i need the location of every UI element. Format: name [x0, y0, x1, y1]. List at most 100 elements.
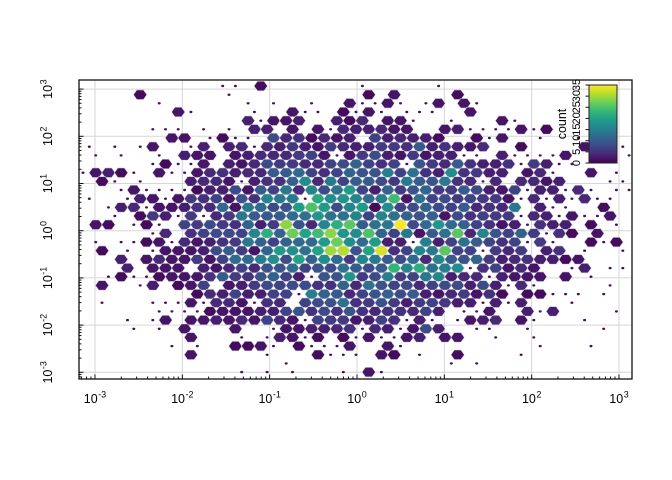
point-dot	[176, 128, 180, 131]
point-dot	[176, 214, 180, 218]
y-tick-label: 102	[39, 127, 56, 146]
point-dot	[481, 249, 485, 252]
point-dot	[532, 128, 536, 131]
point-dot	[202, 214, 206, 218]
point-dot	[316, 110, 320, 114]
point-dot	[424, 102, 428, 105]
hex-bin	[564, 228, 579, 239]
hex-bin	[253, 341, 268, 352]
hex-bin	[95, 245, 110, 256]
hex-bin	[145, 210, 160, 222]
point-dot	[608, 197, 612, 200]
hex-bin	[114, 271, 129, 282]
hex-bin	[533, 289, 548, 300]
point-dot	[151, 232, 155, 235]
hex-bin	[431, 306, 446, 317]
hex-bin	[533, 271, 548, 282]
point-dot	[157, 310, 161, 313]
point-dot	[106, 275, 110, 278]
point-dot	[538, 310, 542, 313]
point-dot	[621, 145, 625, 148]
hex-bin	[584, 167, 599, 178]
point-dot	[481, 301, 485, 304]
point-dot	[189, 162, 193, 166]
point-dot	[126, 197, 129, 200]
point-dot	[360, 327, 364, 330]
point-dot	[227, 93, 231, 96]
hex-bin	[253, 80, 268, 92]
point-dot	[405, 318, 409, 322]
point-dot	[538, 136, 542, 140]
hex-bin	[514, 297, 529, 308]
point-dot	[418, 353, 421, 356]
point-dot	[354, 336, 358, 339]
point-dot	[151, 162, 155, 166]
point-dot	[468, 128, 472, 131]
point-dot	[614, 171, 618, 174]
hex-bin	[584, 237, 599, 248]
point-dot	[449, 362, 453, 365]
hex-bin	[526, 193, 541, 204]
hex-bin	[145, 193, 160, 204]
hex-bin	[514, 280, 529, 291]
x-tick-label: 100	[347, 390, 366, 407]
point-dot	[570, 162, 574, 166]
hex-bin	[145, 280, 160, 291]
point-dot	[195, 344, 199, 348]
hex-bin	[412, 332, 427, 343]
point-dot	[551, 240, 555, 244]
point-dot	[564, 206, 568, 209]
point-dot	[532, 284, 536, 287]
point-dot	[183, 188, 187, 192]
point-dot	[240, 370, 244, 374]
point-dot	[354, 353, 358, 356]
point-dot	[265, 353, 269, 356]
hex-bin	[361, 89, 376, 100]
point-dot	[399, 327, 402, 330]
point-dot	[176, 162, 180, 166]
point-dot	[475, 154, 479, 157]
hex-bin	[336, 332, 351, 343]
point-dot	[113, 180, 117, 183]
hex-bin	[183, 349, 198, 360]
point-dot	[583, 249, 587, 252]
point-dot	[233, 84, 237, 88]
hex-bin	[380, 323, 395, 334]
hex-bin	[152, 237, 167, 248]
point-dot	[475, 102, 479, 105]
point-dot	[354, 110, 358, 114]
point-dot	[481, 180, 485, 183]
point-dot	[132, 327, 136, 330]
point-dot	[335, 154, 339, 157]
point-dot	[322, 344, 326, 348]
point-dot	[157, 188, 161, 192]
point-dot	[208, 136, 212, 140]
point-dot	[240, 336, 244, 339]
hex-bin	[361, 367, 376, 378]
point-dot	[132, 240, 136, 244]
point-dot	[119, 188, 123, 192]
hex-bin	[171, 106, 186, 118]
hex-bin	[101, 219, 116, 230]
point-dot	[170, 188, 174, 192]
hex-bin	[310, 332, 325, 343]
point-dot	[360, 84, 364, 88]
hex-bin	[158, 210, 173, 222]
hex-bin	[533, 237, 548, 248]
point-dot	[627, 154, 631, 157]
point-dot	[437, 84, 441, 88]
hex-bin	[177, 323, 192, 334]
point-dot	[310, 102, 314, 105]
point-dot	[341, 370, 345, 374]
point-dot	[310, 275, 314, 278]
x-axis-labels: 10-3 10-2 10-1 100 101 102 103	[84, 390, 629, 407]
point-dot	[576, 136, 580, 140]
point-dot	[94, 240, 98, 244]
hex-bin	[285, 332, 300, 343]
hex-bin	[577, 193, 592, 204]
hex-bin	[228, 323, 243, 334]
point-dot	[430, 318, 434, 322]
hex-bin-highlight	[285, 228, 300, 239]
point-dot	[614, 310, 618, 313]
point-dot	[138, 180, 142, 183]
